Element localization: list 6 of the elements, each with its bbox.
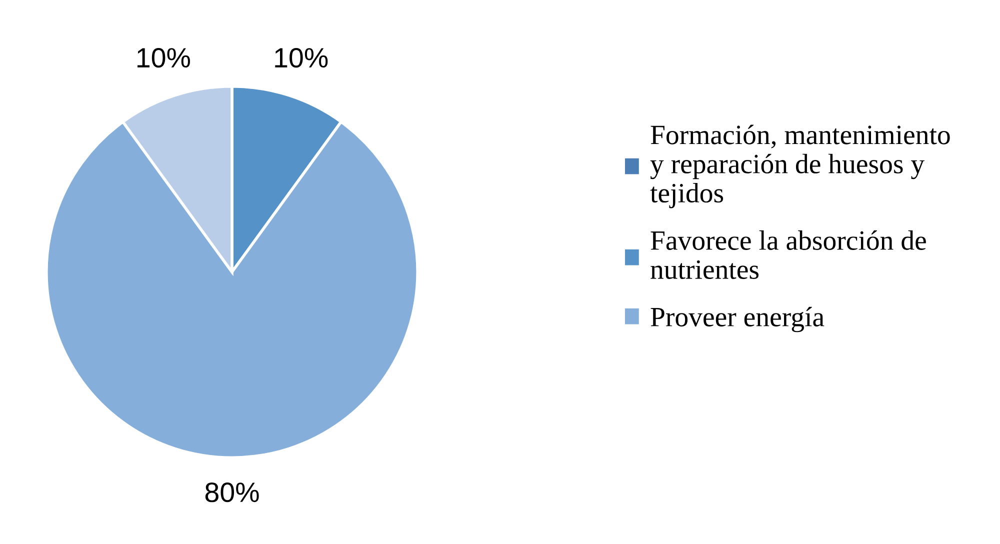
legend-label: Formación, mantenimiento y reparación de huesos y tejidos bbox=[650, 124, 950, 208]
legend-label: Favorece la absorción de nutrientes bbox=[650, 230, 926, 280]
legend-label: Proveer energía bbox=[650, 306, 824, 332]
data-label: 10% bbox=[275, 48, 328, 68]
data-label: 80% bbox=[205, 482, 259, 502]
data-label: 10% bbox=[137, 48, 190, 68]
